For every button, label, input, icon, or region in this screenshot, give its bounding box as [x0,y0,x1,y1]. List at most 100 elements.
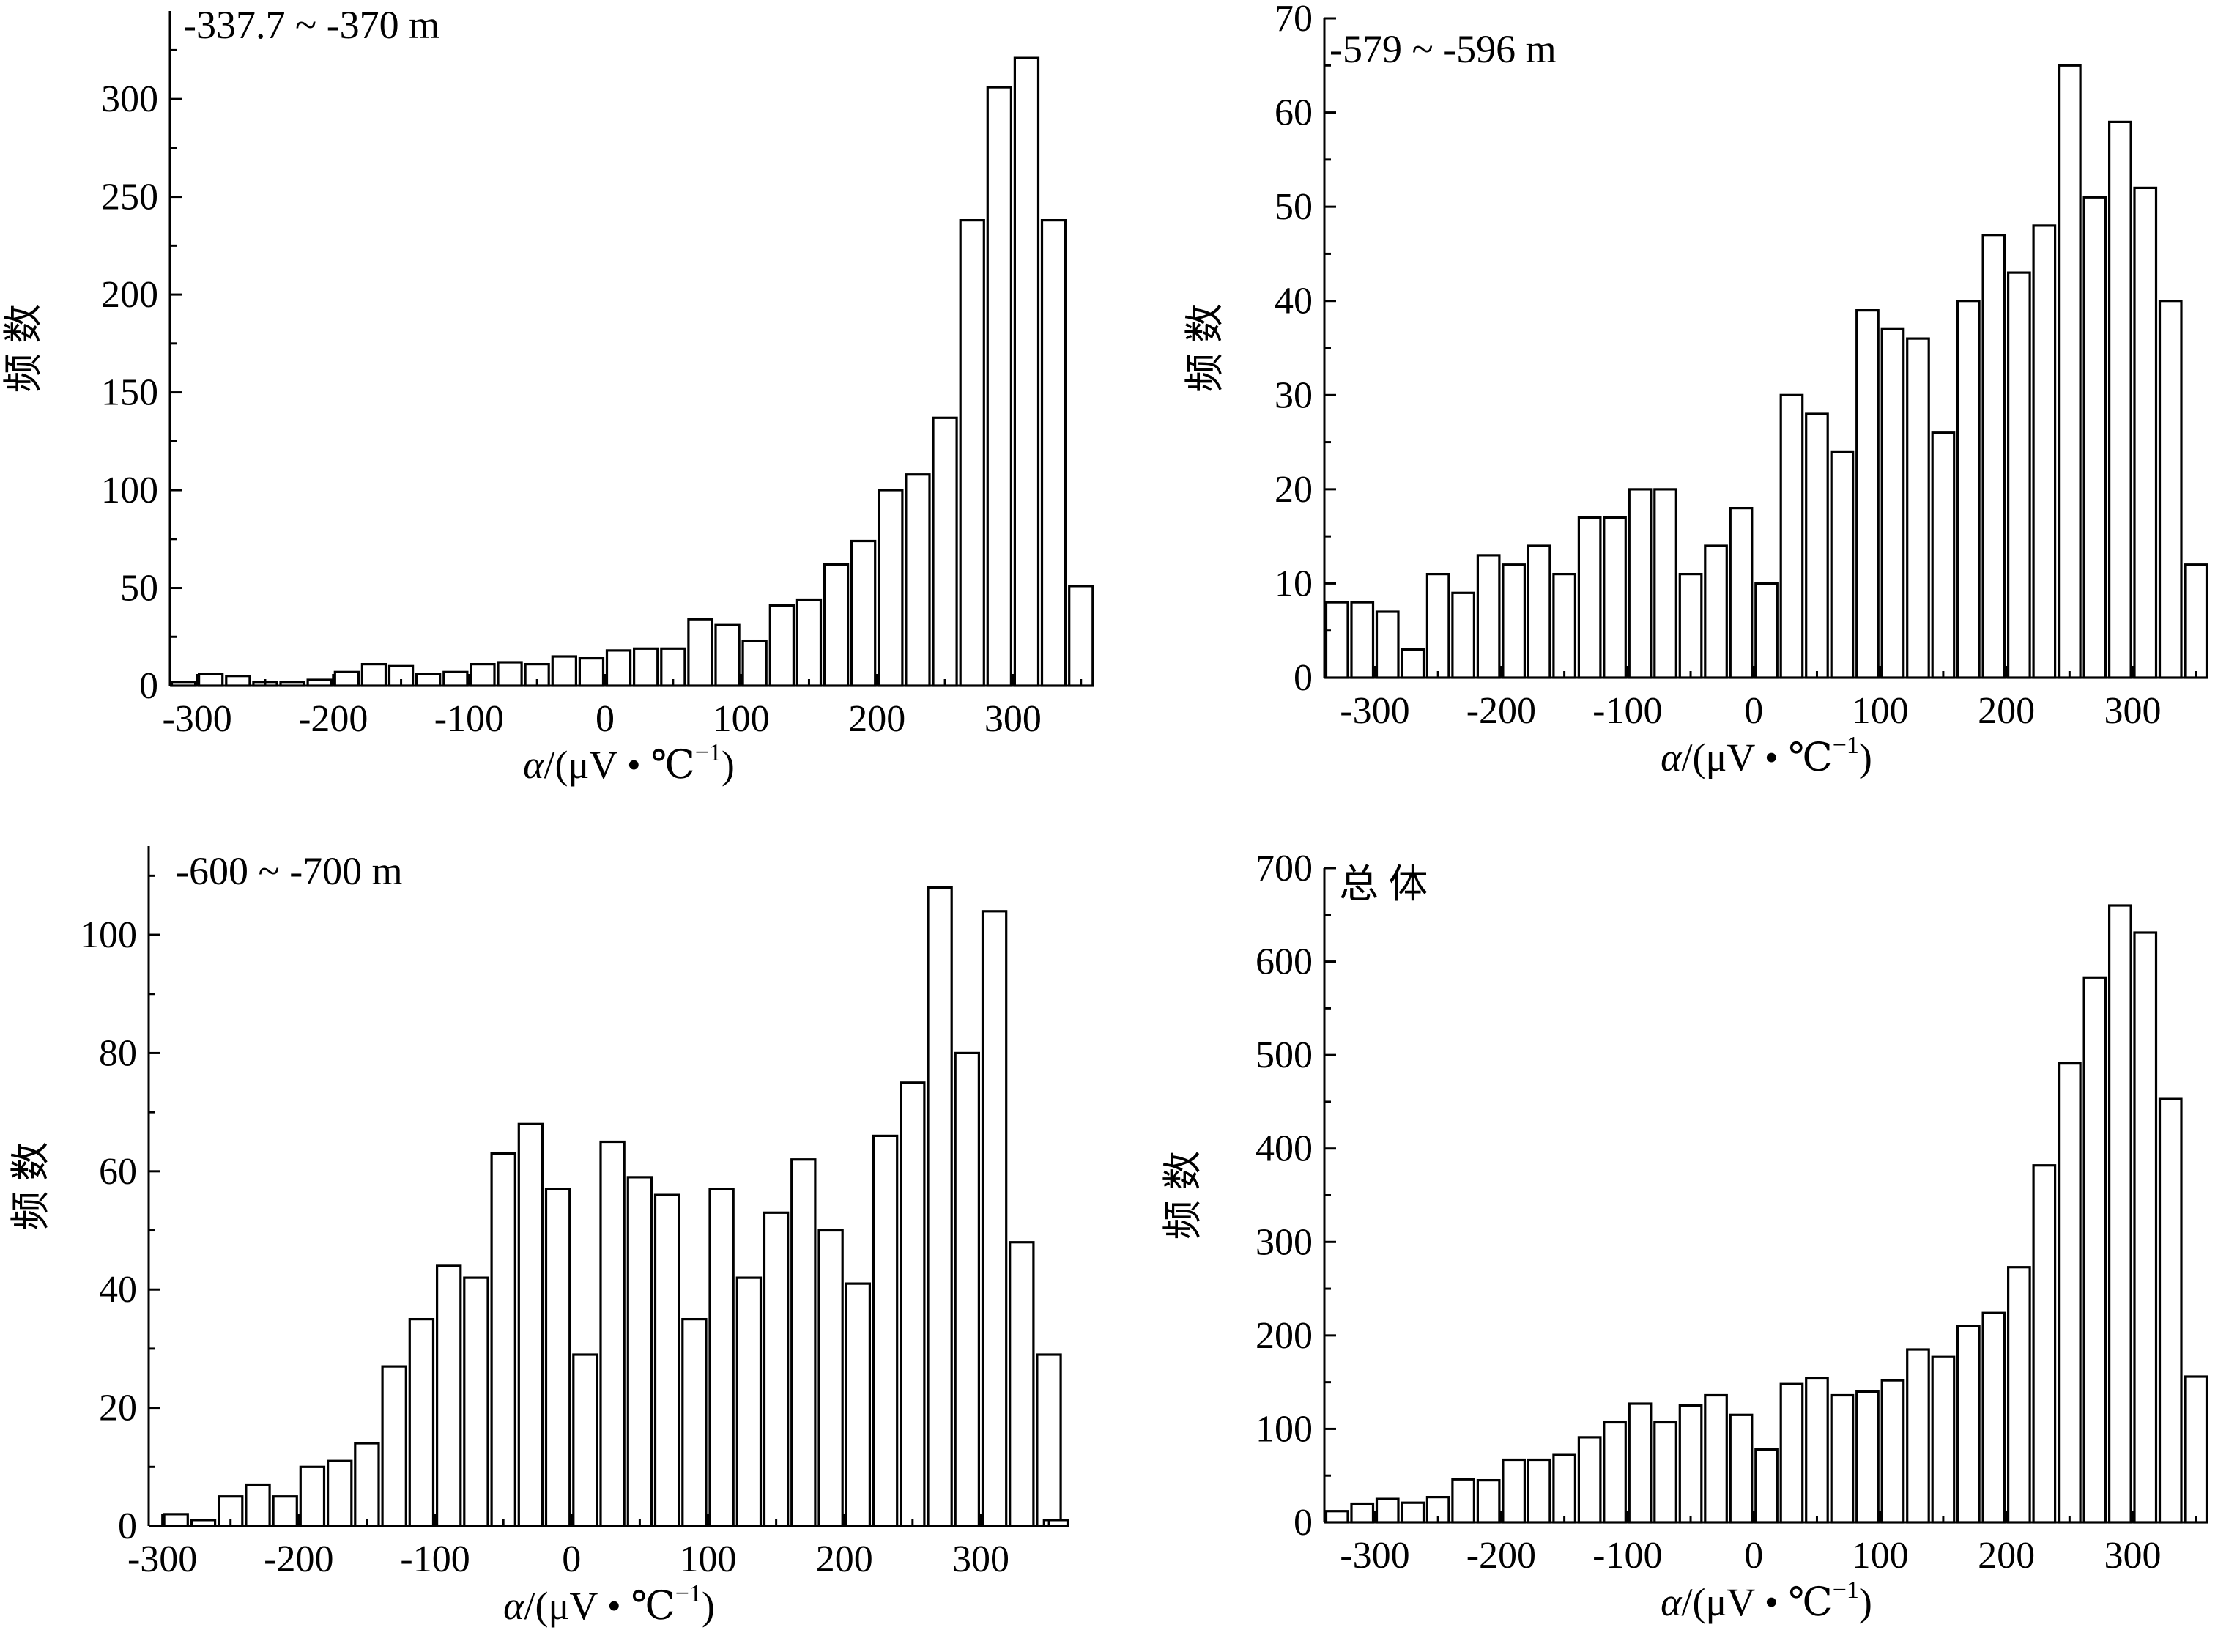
x-tick-label: -300 [1340,1535,1409,1577]
histogram-bar [1628,488,1653,679]
histogram-bar [986,86,1013,687]
y-tick-label: 10 [1275,563,1313,604]
histogram-bar [735,1276,763,1527]
histogram-bar [714,623,741,687]
histogram-bar [1552,1453,1576,1524]
histogram-bar [1704,544,1728,679]
histogram-bar [1375,1497,1400,1524]
histogram-bar [2133,931,2158,1524]
histogram-bar [1678,1404,1703,1524]
histogram-bar [1068,585,1094,687]
y-tick-label: 250 [101,177,158,218]
panel-depth-600-700: 0 20 40 60 80 100 -300 -200 -100 0 100 200 300 -600 ~… [9,846,1069,1628]
x-tick-label: 100 [713,698,770,740]
y-tick-label: 400 [1255,1128,1313,1170]
y-tick-label: 50 [120,568,158,610]
histogram-bar [1880,327,1905,679]
y-tick-label: 80 [99,1032,137,1074]
histogram-bar [497,661,523,687]
histogram-bar [1779,393,1804,679]
histogram-bar [1502,563,1526,679]
histogram-bar [408,1317,435,1527]
x-tick-label: 300 [984,698,1042,740]
histogram-bar [1931,1355,1956,1524]
y-tick-label: 50 [1275,186,1313,228]
histogram-bar [1906,1348,1930,1524]
histogram-bar [763,1211,790,1527]
histogram-bar [1906,337,1930,679]
histogram-bar [272,1495,298,1527]
histogram-bar [626,1176,653,1527]
x-tick-label: 300 [2104,690,2162,732]
histogram-bar [354,1442,380,1527]
histogram-bar [163,1513,189,1527]
y-tick-label: 20 [1275,469,1313,511]
histogram-bar [1754,1448,1779,1524]
x-tick-label: 300 [2104,1535,2162,1577]
histogram-bar [681,1317,708,1527]
panel-title: -579 ~ -596 m [1329,27,1557,71]
histogram-bar [1956,300,1981,679]
histogram-bar [2158,1097,2183,1524]
histogram-bar [2108,904,2132,1524]
histogram-bar [872,1134,899,1527]
histogram-bar [333,670,360,687]
histogram-bar [415,673,442,687]
histogram-bar [1603,516,1627,679]
x-tick-label: -100 [1592,1535,1662,1577]
histogram-bar [198,673,224,687]
histogram-bar [959,219,985,687]
histogram-bar [1830,450,1855,679]
x-tick-label: -300 [162,698,231,740]
y-tick-label: 40 [99,1269,137,1311]
x-tick-label: 0 [596,698,615,740]
x-tick-label: 0 [1744,1535,1763,1577]
histogram-bar [1805,1377,1829,1524]
histogram-bar [1350,1502,1375,1524]
histogram-bar [981,910,1008,1527]
histogram-bar [2184,1375,2208,1524]
histogram-bar [599,1140,626,1527]
histogram-bar [1476,1478,1501,1524]
histogram-bar [1830,1393,1855,1524]
y-tick-label: 200 [1255,1315,1313,1357]
histogram-bar [1981,234,2006,679]
histogram-bar [1527,1458,1551,1524]
x-tick-label: 200 [1978,690,2035,732]
panel-depth-579-596: 0 10 20 30 40 50 60 70 -300 -200 -100 0 100 200 300 -57… [1183,0,2208,779]
histogram-bar [1324,1510,1349,1524]
histogram-bar [1040,219,1067,687]
y-tick-label: 0 [1294,1502,1313,1544]
histogram-bar [245,1483,271,1527]
y-tick-label: 0 [118,1505,137,1547]
y-tick-label: 30 [1275,374,1313,416]
histogram-bar [578,656,605,687]
histogram-bar [1401,648,1425,679]
histogram-bar [878,489,904,687]
histogram-bar [572,1353,598,1527]
histogram-bar [1653,1421,1677,1524]
y-tick-label: 100 [1255,1408,1313,1450]
histogram-bar [299,1465,326,1527]
histogram-bar [1350,601,1375,679]
panel-title: -600 ~ -700 m [176,849,403,893]
histogram-bar [1425,572,1450,679]
x-axis-label: α/(μV • ℃−1) [1661,732,1872,779]
histogram-bar [1451,1478,1476,1524]
histogram-bar [850,539,877,687]
histogram-bar [442,670,469,687]
histogram-bar [1502,1458,1526,1524]
histogram-bar [225,675,251,687]
x-tick-label: -100 [400,1538,470,1580]
histogram-bar [1603,1421,1627,1524]
histogram-bar [1729,506,1754,679]
histogram-bar [1009,1241,1035,1527]
histogram-bar [632,647,659,687]
y-tick-label: 700 [1255,848,1313,889]
x-tick-label: -300 [127,1538,197,1580]
x-tick-label: 0 [562,1538,581,1580]
histogram-bar [605,649,632,687]
histogram-bar [1855,309,1880,679]
histogram-bar [2032,1164,2057,1524]
